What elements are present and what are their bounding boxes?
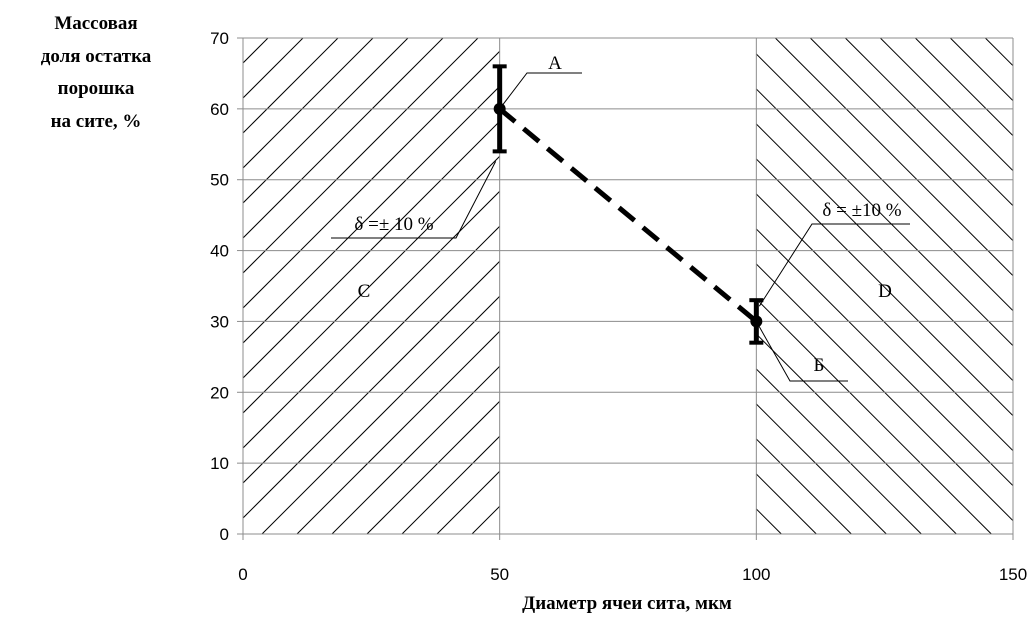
hatch-line: [471, 505, 500, 534]
hatch-line: [261, 295, 500, 534]
y-axis-title-line-3: порошка: [58, 78, 135, 99]
x-axis-title: Диаметр ячеи сита, мкм: [522, 593, 732, 614]
y-tick-label: 50: [210, 171, 229, 190]
hatch-line: [436, 470, 500, 534]
hatch-line: [756, 193, 1013, 452]
y-axis-title-line-2: доля остатка: [41, 46, 152, 67]
hatch-region-c: [243, 38, 1003, 534]
y-tick-label: 60: [210, 100, 229, 119]
point-label-b: Б: [814, 355, 825, 376]
hatch-line: [756, 88, 1013, 347]
hatch-line: [756, 368, 922, 534]
hatch-line: [756, 333, 957, 534]
x-tick-label: 50: [490, 565, 509, 584]
hatch-line: [366, 400, 500, 534]
hatch-line: [914, 38, 1013, 137]
hatch-line: [756, 298, 992, 534]
y-axis-title-line-1: Массовая: [54, 13, 137, 34]
hatch-line: [1020, 38, 1036, 534]
hatch-line: [844, 38, 1013, 207]
hatch-line: [243, 38, 374, 169]
hatch-line: [809, 38, 1013, 242]
tolerance-label-left: δ =± 10 %: [354, 214, 433, 235]
hatch-line: [296, 330, 500, 534]
y-tick-label: 30: [210, 312, 229, 331]
hatch-line: [243, 120, 500, 379]
leader-line-tolerance-left: [331, 161, 497, 239]
tolerance-label-right: δ = ±10 %: [822, 200, 901, 221]
y-tick-label: 40: [210, 242, 229, 261]
hatch-line: [756, 438, 852, 534]
y-tick-label: 10: [210, 454, 229, 473]
point-label-a: А: [548, 53, 562, 74]
hatch-line: [243, 38, 409, 204]
hatch-line: [756, 123, 1013, 382]
hatch-regions: [243, 38, 1036, 534]
hatch-line: [774, 38, 1013, 277]
hatch-line: [243, 38, 444, 239]
hatch-line: [243, 38, 339, 134]
hatch-line: [243, 260, 500, 519]
hatch-line: [401, 435, 500, 534]
hatch-line: [331, 365, 500, 534]
hatch-line: [243, 225, 500, 484]
hatch-line: [949, 38, 1013, 102]
hatch-line: [756, 403, 887, 534]
hatch-line: [984, 38, 1013, 67]
x-tick-label: 0: [238, 565, 247, 584]
annotation-leader-lines: [331, 72, 910, 382]
hatch-line: [243, 155, 500, 414]
series-line: [498, 106, 758, 324]
series: [493, 102, 763, 328]
leader-line-tolerance-right: [758, 223, 910, 307]
hatch-line: [507, 38, 1003, 534]
hatch-line: [243, 38, 304, 99]
region-label-d: D: [878, 281, 892, 302]
hatch-line: [756, 228, 1013, 487]
y-tick-label: 0: [220, 525, 229, 544]
y-tick-label: 70: [210, 29, 229, 48]
x-tick-label: 150: [999, 565, 1027, 584]
error-bars: [492, 64, 764, 345]
hatch-region-d: [756, 38, 1036, 534]
axes: 0 10 20 30 40 50 60 70 0 50 100 150: [210, 29, 1027, 584]
hatch-line: [879, 38, 1013, 172]
y-axis-title-line-4: на сите, %: [51, 111, 142, 132]
hatch-line: [243, 85, 500, 344]
leader-line-b: [755, 321, 848, 382]
y-tick-label: 20: [210, 383, 229, 402]
hatch-line: [243, 50, 500, 309]
hatch-line: [243, 190, 500, 449]
x-tick-label: 100: [742, 565, 770, 584]
hatch-line: [756, 263, 1013, 522]
hatch-line: [756, 473, 817, 534]
region-label-c: C: [358, 281, 371, 302]
leader-line-a: [499, 72, 582, 110]
hatch-line: [243, 38, 479, 274]
hatch-line: [756, 158, 1013, 417]
hatch-line: [756, 53, 1013, 312]
